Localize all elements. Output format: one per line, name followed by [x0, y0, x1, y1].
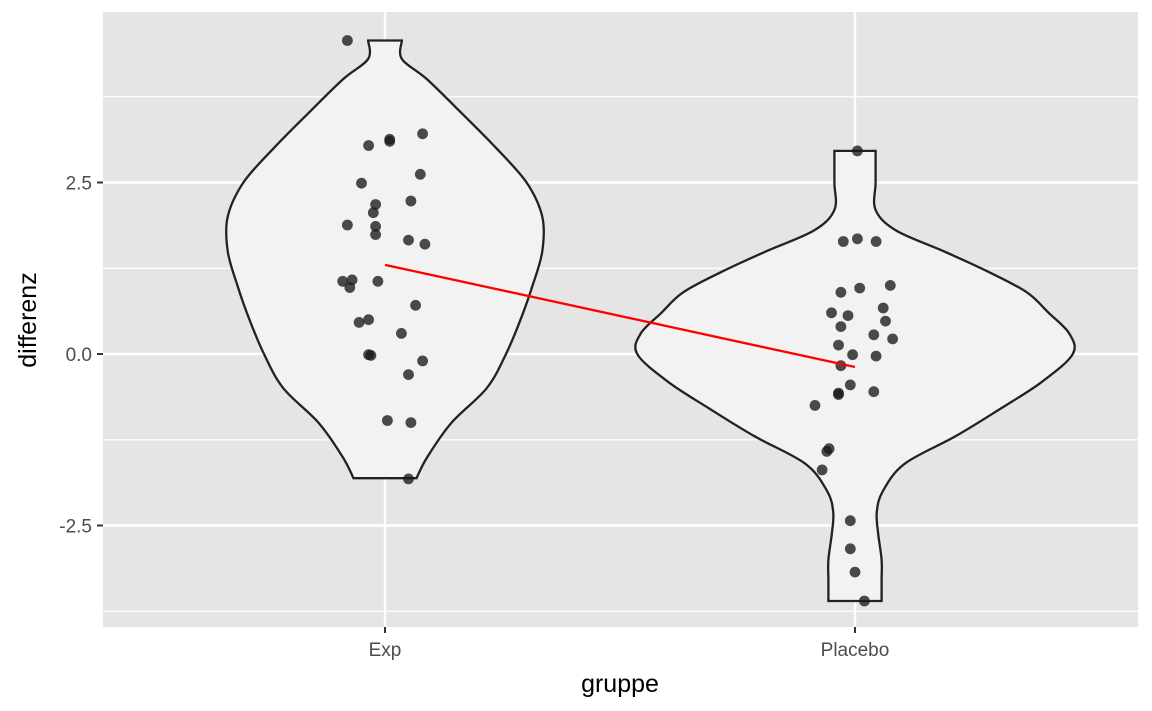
data-point	[880, 315, 891, 327]
data-point	[419, 238, 431, 250]
data-point	[403, 369, 414, 380]
y-tick-label: -2.5	[59, 517, 92, 538]
data-point	[342, 219, 353, 231]
data-point	[835, 321, 847, 332]
x-axis-title: gruppe	[581, 670, 659, 698]
data-point	[367, 207, 379, 219]
data-point	[868, 386, 880, 398]
data-point	[365, 350, 377, 361]
y-axis: -2.5 0.0 2.5	[59, 174, 103, 538]
data-point	[417, 355, 428, 367]
data-point	[370, 199, 381, 210]
data-point	[849, 566, 861, 578]
x-tick-label: Placebo	[821, 640, 890, 661]
y-tick-label: 0.0	[66, 345, 92, 366]
data-point	[353, 317, 365, 328]
data-point	[363, 314, 374, 326]
data-point	[370, 229, 381, 241]
data-point	[363, 140, 374, 151]
data-point	[372, 275, 384, 287]
data-point	[859, 595, 870, 607]
data-point	[884, 280, 896, 291]
data-point	[396, 328, 407, 339]
x-tick-label: Exp	[369, 640, 402, 661]
mean-line-segment	[384, 263, 856, 369]
data-point	[384, 135, 396, 147]
y-axis-title: differenz	[14, 272, 42, 367]
data-point	[852, 233, 863, 245]
data-point	[821, 446, 833, 457]
x-axis: Exp Placebo	[369, 627, 890, 661]
data-point	[833, 339, 844, 351]
data-point	[868, 329, 880, 341]
data-point	[414, 168, 426, 180]
data-point	[887, 333, 898, 345]
data-point	[344, 282, 356, 293]
data-points	[337, 35, 898, 607]
data-point	[852, 145, 863, 157]
data-point	[844, 543, 856, 555]
data-point	[842, 310, 854, 321]
data-point	[854, 282, 866, 294]
data-point	[382, 415, 393, 426]
data-point	[835, 286, 847, 298]
violin-exp	[224, 39, 546, 480]
data-point	[877, 302, 889, 314]
data-point	[342, 35, 353, 46]
data-point	[405, 417, 417, 428]
y-tick-label: 2.5	[66, 174, 92, 195]
data-point	[356, 177, 367, 189]
data-point	[847, 349, 858, 361]
violins	[224, 39, 1076, 603]
data-point	[844, 379, 856, 391]
data-point	[826, 307, 837, 319]
data-point	[417, 128, 428, 140]
data-point	[837, 236, 849, 247]
data-point	[403, 473, 414, 485]
data-point	[337, 275, 349, 287]
data-point	[403, 234, 414, 246]
data-point	[870, 236, 882, 247]
data-point	[405, 195, 417, 207]
data-point	[410, 299, 421, 311]
data-point	[816, 464, 828, 476]
mean-line	[384, 263, 856, 369]
data-point	[870, 350, 882, 362]
data-point	[833, 387, 844, 399]
data-point	[844, 515, 856, 527]
violin-placebo	[634, 149, 1076, 603]
data-point	[370, 221, 381, 232]
data-point	[809, 400, 821, 411]
